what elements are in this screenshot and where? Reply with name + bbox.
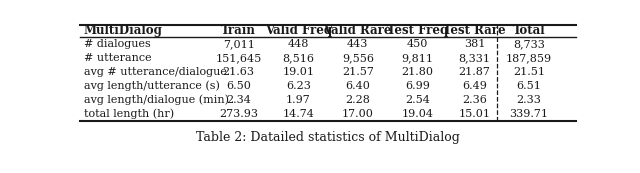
Text: 2.54: 2.54 [405,95,429,105]
Text: 273.93: 273.93 [220,109,258,119]
Text: Train: Train [221,24,256,37]
Text: # dialogues: # dialogues [84,39,150,49]
Text: 21.87: 21.87 [458,67,490,77]
Text: total length (hr): total length (hr) [84,108,174,119]
Text: Test Freq: Test Freq [387,24,448,37]
Text: 450: 450 [406,39,428,49]
Text: 6.23: 6.23 [286,81,310,91]
Text: # utterance: # utterance [84,53,152,63]
Text: 15.01: 15.01 [458,109,490,119]
Text: 151,645: 151,645 [216,53,262,63]
Text: 21.57: 21.57 [342,67,374,77]
Text: 381: 381 [463,39,485,49]
Text: 187,859: 187,859 [506,53,552,63]
Text: 2.34: 2.34 [227,95,251,105]
Text: 339.71: 339.71 [509,109,548,119]
Text: 8,733: 8,733 [513,39,545,49]
Text: 9,811: 9,811 [401,53,433,63]
Text: 8,516: 8,516 [282,53,314,63]
Text: Total: Total [513,24,545,37]
Text: 21.63: 21.63 [223,67,255,77]
Text: 448: 448 [287,39,309,49]
Text: Valid Rare: Valid Rare [323,24,392,37]
Text: Test Rare: Test Rare [443,24,506,37]
Text: avg length/dialogue (min): avg length/dialogue (min) [84,94,229,105]
Text: 7,011: 7,011 [223,39,255,49]
Text: 1.97: 1.97 [286,95,310,105]
Text: 21.51: 21.51 [513,67,545,77]
Text: 14.74: 14.74 [282,109,314,119]
Text: 9,556: 9,556 [342,53,374,63]
Text: 2.36: 2.36 [462,95,487,105]
Text: 21.80: 21.80 [401,67,433,77]
Text: Table 2: Datailed statistics of MultiDialog: Table 2: Datailed statistics of MultiDia… [196,131,460,144]
Text: 19.04: 19.04 [401,109,433,119]
Text: 19.01: 19.01 [282,67,314,77]
Text: 8,331: 8,331 [458,53,490,63]
Text: 6.50: 6.50 [227,81,251,91]
Text: avg # utterance/dialogue: avg # utterance/dialogue [84,67,227,77]
Text: MultiDialog: MultiDialog [84,24,163,37]
Text: 2.28: 2.28 [346,95,370,105]
Text: 6.51: 6.51 [516,81,541,91]
Text: 443: 443 [347,39,369,49]
Text: 2.33: 2.33 [516,95,541,105]
Text: 17.00: 17.00 [342,109,374,119]
Text: avg length/utterance (s): avg length/utterance (s) [84,81,220,91]
Text: 6.40: 6.40 [346,81,370,91]
Text: 6.99: 6.99 [405,81,429,91]
Text: Valid Freq: Valid Freq [265,24,332,37]
Text: 6.49: 6.49 [462,81,487,91]
